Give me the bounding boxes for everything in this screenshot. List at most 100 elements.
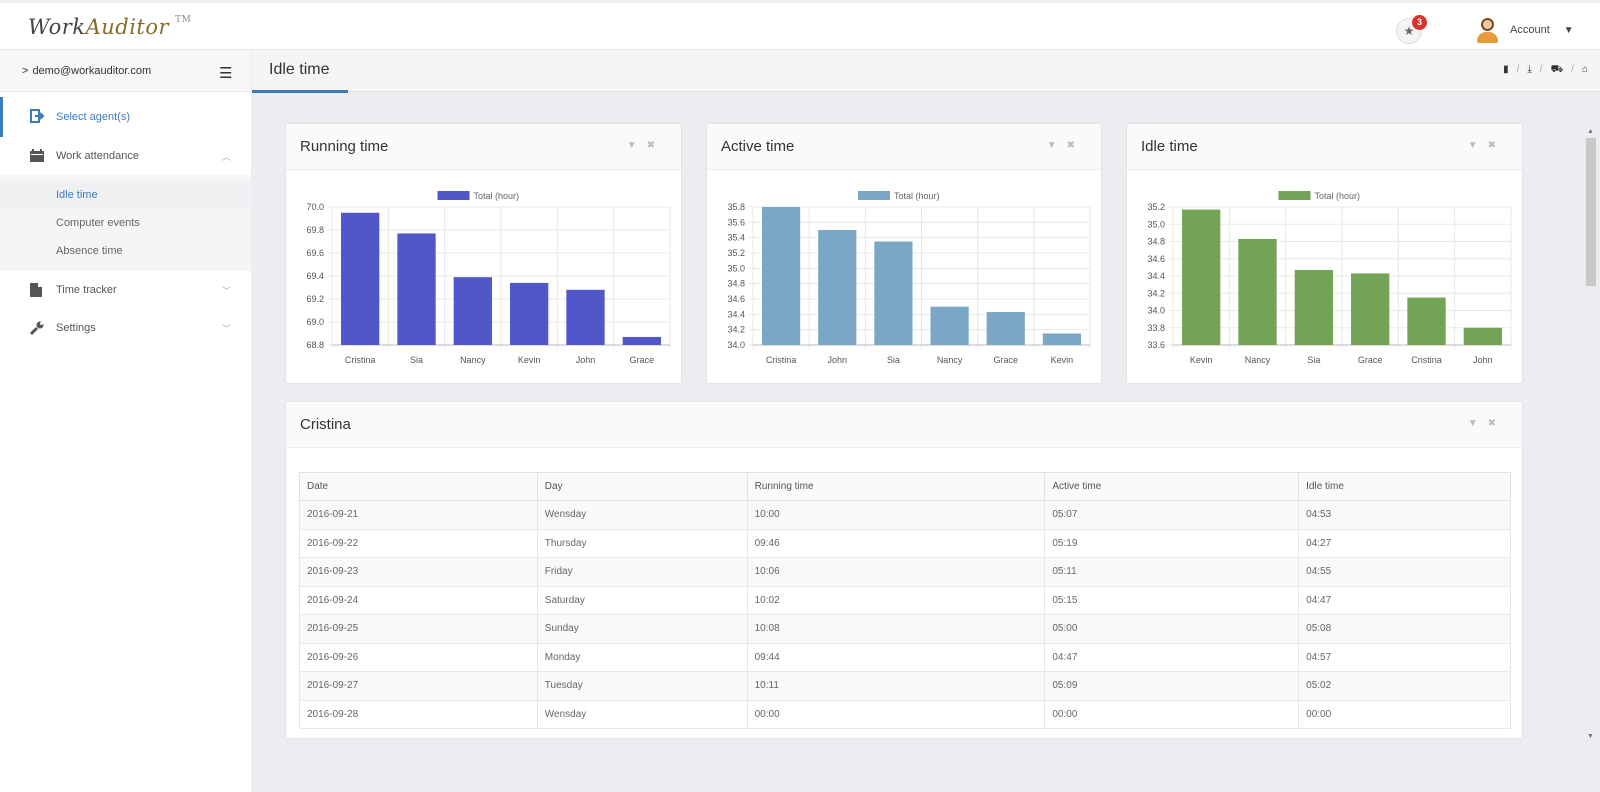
calendar-icon [30,149,44,162]
y-tick-label: 69.0 [306,317,324,327]
x-tick-label: Nancy [460,355,486,365]
sidebar-item-label: Settings [56,322,96,334]
scroll-up-icon[interactable]: ▲ [1587,128,1594,135]
bar-chart-idle-time: Total (hour) 35.2 35.0 34.8 34.6 34.4 34.2 34.0… [1147,191,1512,365]
column-header[interactable]: Date [299,472,538,501]
cart-icon[interactable]: ⛟ [1550,64,1564,75]
legend-label: Total (hour) [474,191,520,201]
x-tick-label: Nancy [937,355,963,365]
sidebar-item-work-attendance[interactable]: Work attendance ︿ [0,137,251,175]
collapse-icon[interactable]: ▼ [1467,140,1488,151]
bar [1351,273,1390,345]
book-icon[interactable]: ▮ [1503,64,1509,75]
chevron-right-icon: > [22,64,29,77]
table-cell: 09:46 [746,528,1046,558]
x-tick-label: Grace [993,355,1018,365]
y-tick-label: 34.8 [727,279,745,289]
x-tick-label: Kevin [518,355,541,365]
chevron-up-icon: ︿ [222,152,232,162]
table-cell: 2016-09-24 [299,585,538,615]
y-tick-label: 35.0 [727,263,745,273]
star-icon: ★ [1403,24,1415,38]
hamburger-menu-icon[interactable]: ☰ [219,65,233,82]
table-cell: Sunday [536,614,748,644]
main-content: Idle time ▮ / ⤓ / ⛟ / ⌂ Running time ▼✖ Tota… [252,50,1600,792]
sidebar-item-label: Time tracker [56,284,117,296]
y-tick-label: 34.0 [727,340,745,350]
bar [1294,269,1333,345]
sidebar-item-time-tracker[interactable]: Time tracker ﹀ [0,271,251,309]
y-tick-label: 34.4 [727,309,745,319]
x-tick-label: Cristina [345,355,376,365]
table-cell: 05:19 [1044,528,1300,558]
table-cell: 10:08 [746,614,1046,644]
table-cell: 04:47 [1044,642,1300,672]
close-icon[interactable]: ✖ [646,140,665,151]
table-row: 2016-09-25 Sunday 10:08 05:00 05:08 [299,614,1511,644]
sidebar-user-row[interactable]: > demo@workauditor.com ☰ [0,50,251,92]
x-tick-label: Cristina [766,355,797,365]
app-logo[interactable]: WorkAuditor TM [28,15,191,39]
bar [341,212,380,345]
sidebar-item-settings[interactable]: Settings ﹀ [0,309,251,347]
legend-label: Total (hour) [894,191,940,201]
sidebar-item-label: Select agent(s) [56,111,130,123]
bar-chart-active-time: Total (hour) 35.8 35.6 35.4 35.2 35.0 34.8 34.6… [727,191,1091,365]
sidebar-subitem-computer-events[interactable]: Computer events [56,217,140,229]
x-tick-label: John [827,355,847,365]
sidebar-subitem-absence-time[interactable]: Absence time [56,245,123,257]
account-label: Account [1510,24,1550,36]
table-cell: 00:00 [1298,699,1511,729]
collapse-icon[interactable]: ▼ [1467,418,1488,429]
bar [1238,238,1277,345]
account-menu[interactable]: Account ▼ [1476,16,1574,44]
sidebar-item-select-agents[interactable]: Select agent(s) [0,97,251,137]
close-icon[interactable]: ✖ [1066,140,1085,151]
logo-text-auditor: Auditor [85,15,170,39]
scrollbar-thumb[interactable] [1586,138,1596,286]
column-header[interactable]: Active time [1044,472,1300,501]
bar [1042,333,1082,345]
table-cell: 2016-09-23 [299,557,538,587]
y-tick-label: 34.2 [1147,288,1165,298]
y-tick-label: 35.4 [727,233,745,243]
close-icon[interactable]: ✖ [1487,418,1506,429]
table-cell: 2016-09-21 [299,500,538,530]
y-tick-label: 69.2 [306,294,324,304]
download-icon[interactable]: ⤓ [1527,64,1532,75]
panel-title: Active time [721,138,795,155]
column-header[interactable]: Day [536,472,748,501]
y-tick-label: 34.2 [727,325,745,335]
logo-text-work: Work [28,15,86,39]
collapse-icon[interactable]: ▼ [1046,140,1067,151]
chevron-down-icon: ▼ [1563,24,1574,36]
chart-panel-running-time: Running time ▼✖ Total (hour) 70.0 69.8 69.6 6… [285,123,682,384]
table-cell: 2016-09-28 [299,699,538,729]
chevron-down-icon: ﹀ [222,286,232,296]
sidebar-subitem-idle-time[interactable]: Idle time [0,181,251,209]
y-tick-label: 68.8 [306,340,324,350]
table-cell: 10:11 [746,671,1046,701]
y-tick-label: 34.6 [1147,254,1165,264]
bar [874,241,913,345]
close-icon[interactable]: ✖ [1487,140,1506,151]
x-tick-label: Kevin [1051,355,1074,365]
scrollbar[interactable]: ▲ ▼ [1586,128,1596,740]
bar [930,306,969,345]
collapse-icon[interactable]: ▼ [626,140,647,151]
table-cell: 05:00 [1044,614,1300,644]
column-header[interactable]: Idle time [1298,472,1511,501]
notifications-button[interactable]: ★ 3 [1396,15,1427,44]
table-cell: 2016-09-22 [299,528,538,558]
home-icon[interactable]: ⌂ [1581,64,1588,75]
y-tick-label: 69.6 [306,248,324,258]
table-cell: Thursday [536,528,748,558]
y-tick-label: 34.4 [1147,271,1165,281]
bar [986,312,1025,345]
table-cell: 10:02 [746,585,1046,615]
x-tick-label: Grace [1358,355,1383,365]
bar [510,282,549,345]
scroll-down-icon[interactable]: ▼ [1587,733,1594,740]
y-tick-label: 35.2 [1147,202,1165,212]
column-header[interactable]: Running time [746,472,1046,501]
